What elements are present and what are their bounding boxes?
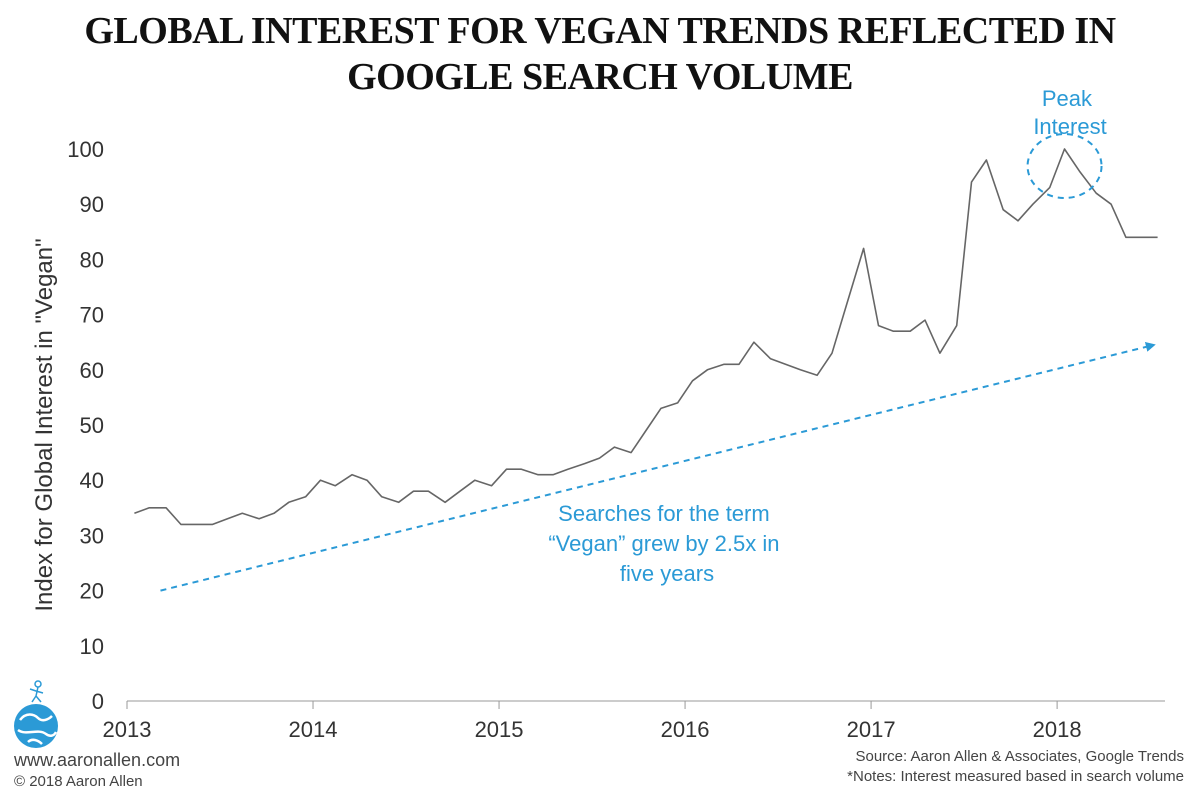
peak-annotation: Peak Interest (1033, 86, 1106, 139)
growth-annotation-line-3: five years (620, 561, 714, 586)
peak-annotation-line-2: Interest (1033, 114, 1106, 139)
y-tick-label: 100 (67, 137, 104, 162)
x-tick-label: 2018 (1033, 717, 1082, 742)
y-tick-label: 30 (80, 523, 104, 548)
trend-arrow (160, 342, 1156, 592)
y-tick-label: 50 (80, 413, 104, 438)
y-tick-label: 0 (92, 689, 104, 714)
growth-annotation-line-2: “Vegan” grew by 2.5x in (548, 531, 779, 556)
aaron-allen-globe-logo (14, 680, 58, 748)
growth-annotation: Searches for the term “Vegan” grew by 2.… (548, 501, 785, 586)
x-axis: 2013 2014 2015 2016 2017 2018 (103, 701, 1082, 742)
growth-annotation-line-1: Searches for the term (558, 501, 770, 526)
y-tick-label: 90 (80, 192, 104, 217)
y-axis-title: Index for Global Interest in "Vegan" (31, 238, 58, 611)
chart-title: GLOBAL INTEREST FOR VEGAN TRENDS REFLECT… (0, 8, 1200, 100)
peak-annotation-line-1: Peak (1042, 86, 1093, 111)
footer-website: www.aaronallen.com (14, 750, 181, 770)
footer-source: Source: Aaron Allen & Associates, Google… (855, 748, 1184, 765)
peak-interest-circle (1026, 133, 1103, 199)
figure-icon (29, 680, 44, 703)
series-group (134, 148, 1158, 526)
x-tick-label: 2014 (289, 717, 338, 742)
footer-notes: *Notes: Interest measured based in searc… (847, 768, 1184, 785)
y-tick-label: 20 (80, 579, 104, 604)
series-line (134, 148, 1158, 526)
x-tick-label: 2015 (475, 717, 524, 742)
y-tick-label: 70 (80, 303, 104, 328)
chart-title-line-2: GOOGLE SEARCH VOLUME (347, 56, 853, 98)
chart-title-line-1: GLOBAL INTEREST FOR VEGAN TRENDS REFLECT… (84, 10, 1116, 52)
x-tick-label: 2017 (847, 717, 896, 742)
y-tick-label: 40 (80, 468, 104, 493)
globe-icon (14, 704, 58, 748)
footer-copyright: © 2018 Aaron Allen (14, 773, 143, 790)
y-tick-label: 80 (80, 247, 104, 272)
x-tick-label: 2016 (661, 717, 710, 742)
y-tick-label: 60 (80, 358, 104, 383)
y-tick-label: 10 (80, 634, 104, 659)
x-tick-label: 2013 (103, 717, 152, 742)
y-axis: 0 10 20 30 40 50 60 70 80 90 100 (67, 137, 104, 714)
